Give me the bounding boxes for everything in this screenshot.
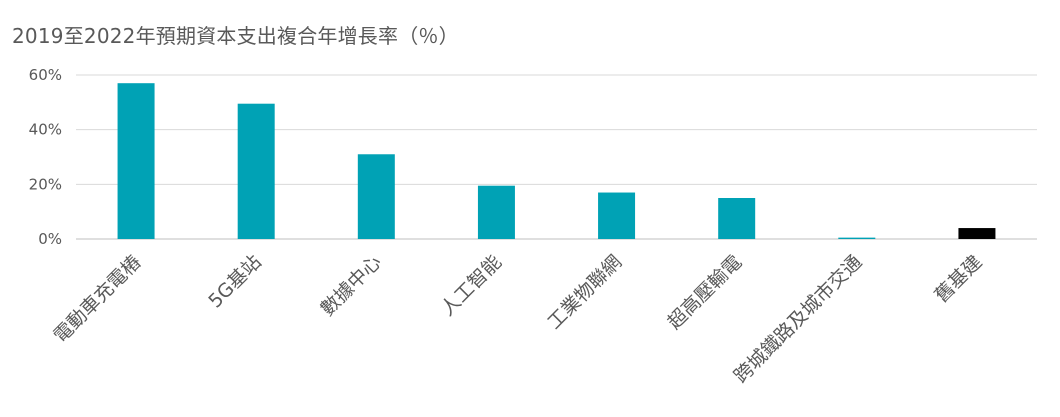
- y-axis-ticks: 0% 20% 40% 60%: [29, 66, 62, 248]
- x-tick-label: 電動車充電樁: [49, 251, 145, 347]
- bar: [958, 228, 996, 239]
- y-tick-label: 20%: [29, 175, 62, 193]
- x-tick-label: 舊基建: [931, 251, 987, 307]
- bar: [477, 185, 515, 239]
- bar: [718, 198, 756, 239]
- y-tick-label: 60%: [29, 66, 62, 84]
- x-tick-label: 跨城鐵路及城市交通: [730, 251, 866, 387]
- x-tick-label: 5G基站: [204, 251, 265, 312]
- gridlines: [76, 74, 1037, 240]
- y-tick-label: 0%: [38, 230, 62, 248]
- bar: [598, 192, 636, 239]
- bar: [357, 154, 395, 239]
- x-tick-label: 超高壓輸電: [663, 251, 746, 334]
- bar: [117, 83, 155, 239]
- bars: [117, 83, 996, 239]
- x-tick-label: 數據中心: [317, 251, 386, 320]
- y-tick-label: 40%: [29, 121, 62, 139]
- bar: [838, 237, 876, 239]
- chart-title: 2019至2022年預期資本支出複合年增長率（％）: [12, 24, 459, 48]
- bar: [237, 103, 275, 239]
- x-tick-label: 工業物聯網: [543, 251, 626, 334]
- x-tick-label: 人工智能: [437, 251, 506, 320]
